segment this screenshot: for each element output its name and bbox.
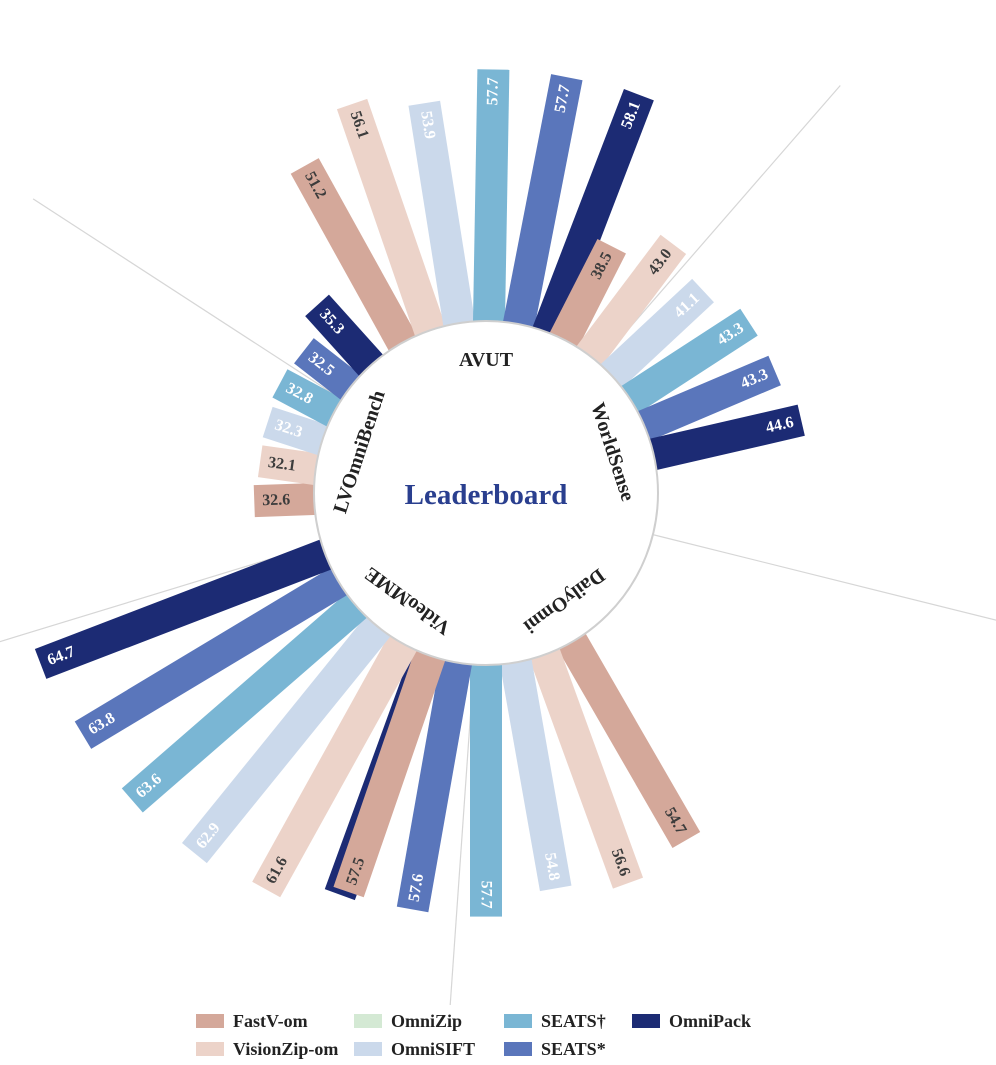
legend-label: OmniPack bbox=[669, 1010, 752, 1031]
bar-group: 51.256.1 53.957.7 57.758.138.5 43.041.143.3… bbox=[34, 69, 805, 917]
bar-rect bbox=[548, 616, 701, 848]
bar-dailyomni-1: 56.6 bbox=[522, 630, 644, 889]
gridline-2 bbox=[652, 534, 996, 621]
bar-dailyomni-2: 54.8 bbox=[496, 639, 572, 892]
bar-rect bbox=[408, 100, 479, 346]
bar-avut-3: 57.7 bbox=[472, 69, 510, 342]
bar-videomme-5: 64.7 bbox=[34, 532, 350, 679]
legend-swatch bbox=[354, 1042, 382, 1056]
data-label: 57.7 bbox=[478, 881, 495, 909]
bar-videomme-1: 61.6 bbox=[252, 618, 427, 898]
bar-rect bbox=[252, 618, 427, 898]
bar-worldsense-2: 41.1 bbox=[586, 278, 714, 402]
legend-label: VisionZip-om bbox=[233, 1038, 339, 1059]
bar-worldsense-5: 44.6 bbox=[630, 404, 805, 475]
radial-gridlines bbox=[0, 85, 996, 1005]
legend-swatch bbox=[504, 1014, 532, 1028]
data-label: 32.6 bbox=[262, 491, 291, 509]
legend-label: FastV-om bbox=[233, 1010, 308, 1031]
bar-rect bbox=[472, 69, 510, 342]
bar-dailyomni-3: 57.7 bbox=[470, 645, 502, 917]
bar-rect bbox=[34, 532, 350, 679]
bar-rect bbox=[604, 308, 758, 424]
gridline-3 bbox=[449, 664, 475, 1005]
legend-label: SEATS* bbox=[541, 1038, 606, 1059]
legend-label: OmniZip bbox=[391, 1010, 463, 1031]
chart-title: Leaderboard bbox=[405, 479, 568, 511]
bar-rect bbox=[564, 234, 687, 382]
bar-rect bbox=[336, 98, 452, 355]
legend-item: FastV-om bbox=[196, 1008, 354, 1034]
bar-rect bbox=[499, 74, 583, 347]
legend-item: SEATS† bbox=[504, 1008, 632, 1034]
data-label: 54.8 bbox=[541, 851, 563, 882]
legend-swatch bbox=[354, 1014, 382, 1028]
legend-swatch bbox=[504, 1042, 532, 1056]
bar-rect bbox=[121, 580, 382, 813]
bar-dailyomni-4: 57.6 bbox=[396, 639, 476, 913]
legend-item: OmniPack bbox=[632, 1008, 782, 1034]
data-label: 32.1 bbox=[267, 454, 297, 475]
legend-swatch bbox=[632, 1014, 660, 1028]
data-label: 44.6 bbox=[764, 414, 795, 437]
bar-rect bbox=[333, 631, 452, 898]
bar-rect bbox=[522, 630, 644, 889]
bar-rect bbox=[540, 238, 626, 365]
radial-bar-chart: 51.256.1 53.957.7 57.758.138.5 43.041.143.3… bbox=[0, 69, 996, 1005]
bar-rect bbox=[525, 88, 654, 357]
legend-item: OmniSIFT bbox=[354, 1036, 504, 1062]
inner-circle bbox=[313, 320, 659, 666]
data-label: 57.6 bbox=[406, 872, 428, 903]
data-label: 57.7 bbox=[484, 77, 501, 105]
bar-worldsense-1: 43.0 bbox=[564, 234, 687, 382]
gridline-4 bbox=[0, 542, 322, 643]
data-label: 53.9 bbox=[417, 110, 438, 140]
bar-rect bbox=[630, 404, 805, 475]
legend-label: OmniSIFT bbox=[391, 1038, 476, 1059]
bar-avut-5: 58.1 bbox=[525, 88, 654, 357]
bar-videomme-2: 62.9 bbox=[181, 601, 403, 864]
bar-videomme-0: 57.5 bbox=[333, 631, 452, 898]
legend-label: SEATS† bbox=[541, 1010, 606, 1031]
bar-dailyomni-0: 54.7 bbox=[548, 616, 701, 848]
bar-rect bbox=[396, 639, 476, 913]
bar-rect bbox=[619, 355, 781, 449]
legend-swatch bbox=[196, 1042, 224, 1056]
bar-avut-0: 51.2 bbox=[290, 158, 427, 368]
bar-rect bbox=[74, 557, 364, 749]
data-label: 57.7 bbox=[552, 83, 574, 114]
legend-item: VisionZip-om bbox=[196, 1036, 354, 1062]
bar-rect bbox=[496, 639, 572, 892]
bar-rect bbox=[586, 278, 714, 402]
bar-rect bbox=[181, 601, 403, 864]
bar-avut-1: 56.1 bbox=[336, 98, 452, 355]
bar-rect bbox=[290, 158, 427, 368]
gridline-0 bbox=[32, 198, 343, 400]
bar-avut-2: 53.9 bbox=[408, 100, 479, 346]
bar-avut-4: 57.7 bbox=[499, 74, 583, 347]
bar-worldsense-0: 38.5 bbox=[540, 238, 626, 365]
legend-item: OmniZip bbox=[354, 1008, 504, 1034]
category-label-avut: AVUT bbox=[459, 349, 514, 371]
legend: FastV-om OmniZip SEATS† OmniPack VisionZip-o… bbox=[196, 1008, 816, 1062]
gridline-1 bbox=[598, 85, 841, 364]
bar-videomme-3: 63.6 bbox=[121, 580, 382, 813]
bar-videomme-4: 63.8 bbox=[74, 557, 364, 749]
bar-worldsense-3: 43.3 bbox=[604, 308, 758, 424]
legend-swatch bbox=[196, 1014, 224, 1028]
bar-rect bbox=[470, 645, 502, 917]
legend-item: SEATS* bbox=[504, 1036, 632, 1062]
bar-worldsense-4: 43.3 bbox=[619, 355, 781, 449]
